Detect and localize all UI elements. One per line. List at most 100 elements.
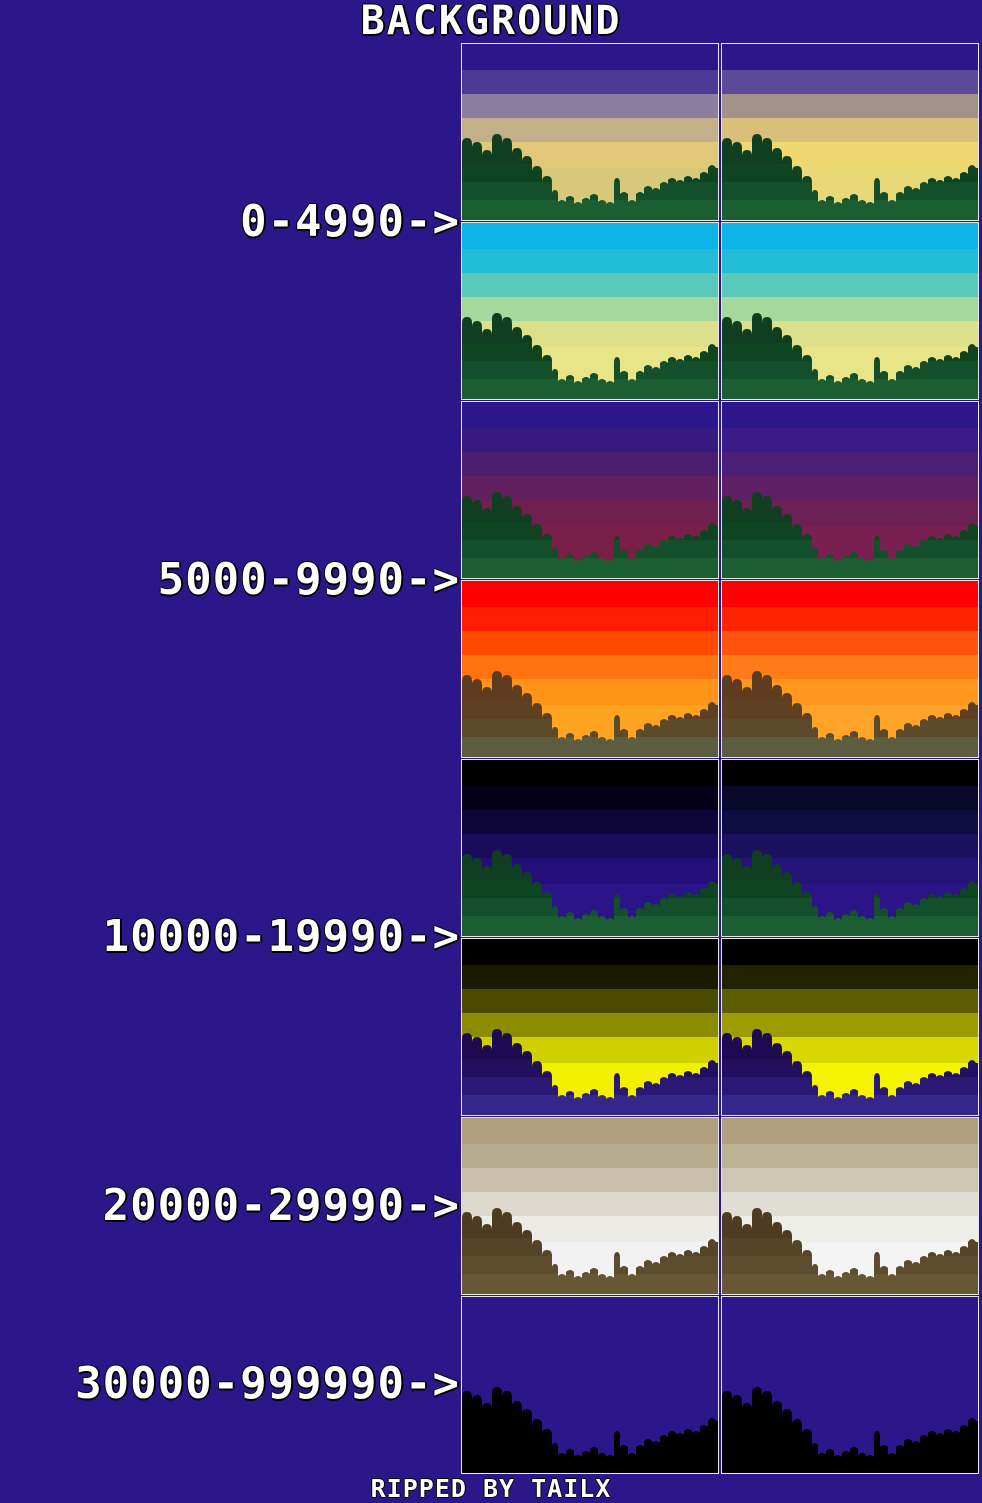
range-label-3: 20000-29990-> <box>102 1180 460 1231</box>
sky-band <box>722 607 978 631</box>
sky-band <box>462 655 718 679</box>
sky-band <box>722 428 978 452</box>
sky-band <box>462 1013 718 1037</box>
panel-scene <box>462 581 718 757</box>
sky-band <box>722 1192 978 1216</box>
background-panel-0 <box>461 43 719 221</box>
sky-band <box>462 223 718 249</box>
land-band <box>722 1274 978 1294</box>
sky-band <box>462 1118 718 1144</box>
sky-band <box>462 70 718 94</box>
panel-scene <box>462 402 718 578</box>
range-label-2: 10000-19990-> <box>102 911 460 962</box>
sky-band <box>462 402 718 428</box>
sky-band <box>722 1323 978 1347</box>
sky-band <box>462 631 718 655</box>
sky-band <box>722 70 978 94</box>
land-band <box>722 1095 978 1115</box>
sky-band <box>722 581 978 607</box>
panel-scene <box>462 939 718 1115</box>
sky-band <box>722 476 978 500</box>
sky-band <box>722 760 978 786</box>
sky-band <box>722 1371 978 1395</box>
land-band <box>462 379 718 399</box>
sky-band <box>722 989 978 1013</box>
land-band <box>722 916 978 936</box>
sky-band <box>462 273 718 297</box>
sky-band <box>722 786 978 810</box>
land-band <box>462 558 718 578</box>
background-panel-14 <box>461 1296 719 1474</box>
panel-scene <box>462 44 718 220</box>
panel-scene <box>722 760 978 936</box>
background-panel-1 <box>721 43 979 221</box>
sky-band <box>462 476 718 500</box>
land-band <box>462 1453 718 1473</box>
sky-band <box>722 1347 978 1371</box>
background-panel-5 <box>721 401 979 579</box>
sky-band <box>462 94 718 118</box>
panel-scene <box>462 1297 718 1473</box>
sky-band <box>722 273 978 297</box>
sky-band <box>722 1144 978 1168</box>
sky-band <box>462 1323 718 1347</box>
sky-band <box>722 223 978 249</box>
sky-band <box>462 965 718 989</box>
panel-scene <box>722 581 978 757</box>
background-panel-6 <box>461 580 719 758</box>
background-panel-10 <box>461 938 719 1116</box>
sky-band <box>722 631 978 655</box>
panel-scene <box>462 223 718 399</box>
sky-band <box>462 1297 718 1323</box>
panel-scene <box>722 223 978 399</box>
sky-band <box>722 810 978 834</box>
land-band <box>722 558 978 578</box>
credit-footer: RIPPED BY TAILX <box>370 1474 612 1503</box>
background-panel-9 <box>721 759 979 937</box>
sky-band <box>462 786 718 810</box>
sky-band <box>462 1144 718 1168</box>
sky-band <box>462 452 718 476</box>
sky-band <box>722 94 978 118</box>
range-label-0: 0-4990-> <box>240 196 460 247</box>
panel-scene <box>722 939 978 1115</box>
land-band <box>462 916 718 936</box>
sky-band <box>462 834 718 858</box>
sky-band <box>722 834 978 858</box>
background-panel-2 <box>461 222 719 400</box>
sky-band <box>462 760 718 786</box>
sky-band <box>462 297 718 321</box>
sky-band <box>462 989 718 1013</box>
background-panel-12 <box>461 1117 719 1295</box>
sky-band <box>462 1168 718 1192</box>
sky-band <box>722 655 978 679</box>
sky-band <box>462 118 718 142</box>
sky-band <box>722 1013 978 1037</box>
background-panel-4 <box>461 401 719 579</box>
sky-band <box>462 44 718 70</box>
sky-band <box>462 1347 718 1371</box>
sky-band <box>462 607 718 631</box>
sky-band <box>722 1168 978 1192</box>
land-band <box>462 1095 718 1115</box>
panel-scene <box>722 1118 978 1294</box>
sheet-title: BACKGROUND <box>360 0 622 44</box>
panel-scene <box>462 760 718 936</box>
background-panel-13 <box>721 1117 979 1295</box>
sky-band <box>462 1371 718 1395</box>
sky-band <box>722 452 978 476</box>
range-label-1: 5000-9990-> <box>157 554 460 605</box>
land-band <box>462 200 718 220</box>
range-label-4: 30000-999990-> <box>75 1358 460 1409</box>
sky-band <box>462 249 718 273</box>
sky-band <box>462 581 718 607</box>
background-panel-15 <box>721 1296 979 1474</box>
sky-band <box>722 1297 978 1323</box>
land-band <box>722 379 978 399</box>
background-panel-8 <box>461 759 719 937</box>
sky-band <box>722 249 978 273</box>
sky-band <box>462 810 718 834</box>
sky-band <box>722 1118 978 1144</box>
land-band <box>722 737 978 757</box>
